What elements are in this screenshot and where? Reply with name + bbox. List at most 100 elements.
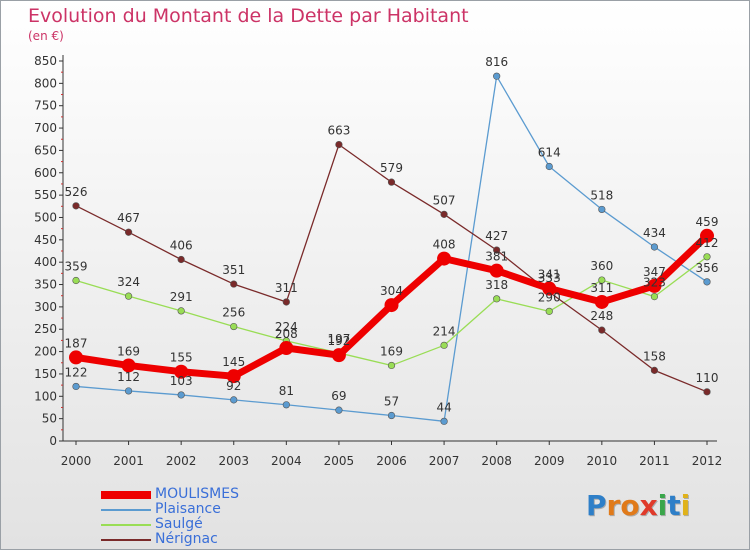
data-label-saulge: 291 xyxy=(170,290,193,304)
x-tick-label: 2006 xyxy=(376,454,407,468)
data-point-plaisance xyxy=(124,387,133,395)
data-label-nerignac: 248 xyxy=(590,309,613,323)
data-point-moulismes xyxy=(542,281,557,296)
x-tick-label: 2008 xyxy=(481,454,512,468)
data-label-saulge: 169 xyxy=(380,344,403,358)
data-label-nerignac: 507 xyxy=(433,193,456,207)
data-label-nerignac: 311 xyxy=(275,281,298,295)
data-point-moulismes xyxy=(489,263,504,278)
data-point-saulge xyxy=(387,361,396,370)
y-tick-label: 300 xyxy=(34,300,57,314)
y-tick-label: 850 xyxy=(34,54,57,68)
data-point-nerignac xyxy=(440,210,448,218)
data-label-nerignac: 663 xyxy=(327,124,350,138)
data-point-nerignac xyxy=(598,326,606,334)
data-point-saulge xyxy=(230,322,238,331)
data-label-saulge: 412 xyxy=(696,236,719,250)
data-label-moulismes: 381 xyxy=(485,250,508,264)
data-label-nerignac: 526 xyxy=(65,185,88,199)
data-label-saulge: 318 xyxy=(485,278,508,292)
data-label-nerignac: 467 xyxy=(117,211,140,225)
data-label-nerignac: 579 xyxy=(380,161,403,175)
data-label-plaisance: 69 xyxy=(331,389,346,403)
data-label-nerignac: 110 xyxy=(696,371,719,385)
data-point-nerignac xyxy=(335,141,343,149)
data-label-saulge: 360 xyxy=(590,259,613,273)
y-tick-label: 700 xyxy=(34,121,57,135)
data-point-saulge xyxy=(72,276,80,285)
data-point-moulismes xyxy=(700,228,714,243)
data-label-saulge: 323 xyxy=(643,276,666,290)
data-point-saulge xyxy=(440,341,448,349)
data-point-plaisance xyxy=(650,243,659,251)
data-point-nerignac xyxy=(493,246,501,254)
x-tick-label: 2010 xyxy=(587,454,618,468)
data-point-saulge xyxy=(650,293,659,301)
y-tick-label: 600 xyxy=(34,166,57,180)
y-tick-label: 500 xyxy=(34,210,57,224)
data-point-moulismes xyxy=(279,341,294,356)
proxiti-logo: Proxiti xyxy=(586,489,690,522)
data-point-nerignac xyxy=(282,298,290,306)
data-point-plaisance xyxy=(440,417,448,425)
x-tick-label: 2001 xyxy=(113,454,144,468)
x-tick-label: 2007 xyxy=(429,454,460,468)
legend-label: Saulgé xyxy=(155,516,203,532)
data-point-plaisance xyxy=(598,205,606,214)
data-label-nerignac: 333 xyxy=(538,271,561,285)
data-label-moulismes: 192 xyxy=(327,334,350,348)
data-point-plaisance xyxy=(703,278,711,286)
x-tick-label: 2002 xyxy=(166,454,197,468)
data-label-moulismes: 341 xyxy=(538,268,561,282)
y-tick-label: 650 xyxy=(34,143,57,157)
legend-label: MOULISMES xyxy=(155,486,239,502)
data-label-moulismes: 169 xyxy=(117,344,140,358)
data-point-plaisance xyxy=(230,396,238,404)
y-tick-label: 100 xyxy=(34,389,57,403)
data-label-moulismes: 187 xyxy=(65,336,88,350)
data-label-plaisance: 122 xyxy=(65,365,88,379)
data-label-moulismes: 408 xyxy=(433,238,456,252)
x-tick-label: 2011 xyxy=(639,454,670,468)
data-label-nerignac: 158 xyxy=(643,349,666,363)
legend-label: Plaisance xyxy=(155,501,221,517)
data-label-moulismes: 311 xyxy=(590,281,613,295)
data-label-plaisance: 81 xyxy=(279,384,294,398)
logo-letter: x xyxy=(639,489,658,522)
data-point-saulge xyxy=(703,253,711,261)
x-tick-label: 2005 xyxy=(324,454,355,468)
data-point-plaisance xyxy=(282,401,290,409)
data-label-plaisance: 103 xyxy=(170,374,193,388)
y-tick-label: 200 xyxy=(34,345,57,359)
data-point-nerignac xyxy=(650,366,659,374)
data-label-saulge: 214 xyxy=(433,324,456,338)
data-label-saulge: 359 xyxy=(65,260,88,274)
data-label-plaisance: 44 xyxy=(436,400,451,414)
data-point-moulismes xyxy=(226,369,241,384)
y-tick-label: 0 xyxy=(49,434,57,448)
data-label-plaisance: 356 xyxy=(696,261,719,275)
data-point-plaisance xyxy=(177,391,185,399)
data-point-saulge xyxy=(493,295,501,303)
legend-swatch xyxy=(101,509,151,511)
x-tick-label: 2009 xyxy=(534,454,565,468)
data-point-saulge xyxy=(177,307,185,315)
data-point-moulismes xyxy=(384,298,399,313)
data-label-moulismes: 304 xyxy=(380,284,403,298)
data-point-moulismes xyxy=(121,358,136,373)
data-point-plaisance xyxy=(493,72,501,80)
data-label-saulge: 224 xyxy=(275,320,298,334)
data-label-moulismes: 145 xyxy=(222,355,245,369)
x-tick-label: 2000 xyxy=(61,454,92,468)
data-point-moulismes xyxy=(594,294,609,309)
data-label-plaisance: 614 xyxy=(538,146,561,160)
data-label-saulge: 256 xyxy=(222,306,245,320)
data-label-nerignac: 351 xyxy=(222,263,245,277)
legend-swatch xyxy=(101,524,151,526)
y-tick-label: 750 xyxy=(34,99,57,113)
data-point-plaisance xyxy=(72,382,80,391)
logo-letter: P xyxy=(586,489,607,522)
logo-letter: i xyxy=(657,489,668,522)
